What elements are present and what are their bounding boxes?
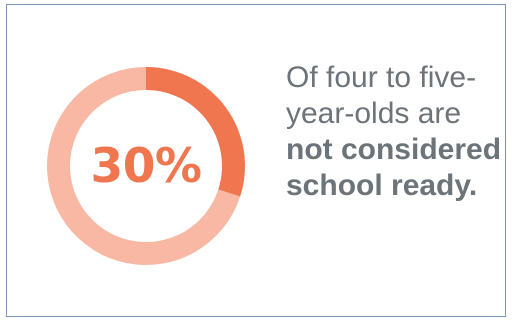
statement-text: Of four to five-year-olds are not consid…	[286, 60, 511, 204]
stat-card: 30% Of four to five-year-olds are not co…	[6, 4, 506, 317]
donut-chart: 30%	[47, 67, 245, 265]
statement-plain: Of four to five-year-olds are	[286, 61, 477, 130]
donut-slice-highlight	[146, 67, 245, 197]
donut-svg	[47, 67, 245, 265]
statement-bold: not considered school ready.	[286, 133, 502, 202]
donut-percentage-label: 30%	[90, 138, 203, 194]
